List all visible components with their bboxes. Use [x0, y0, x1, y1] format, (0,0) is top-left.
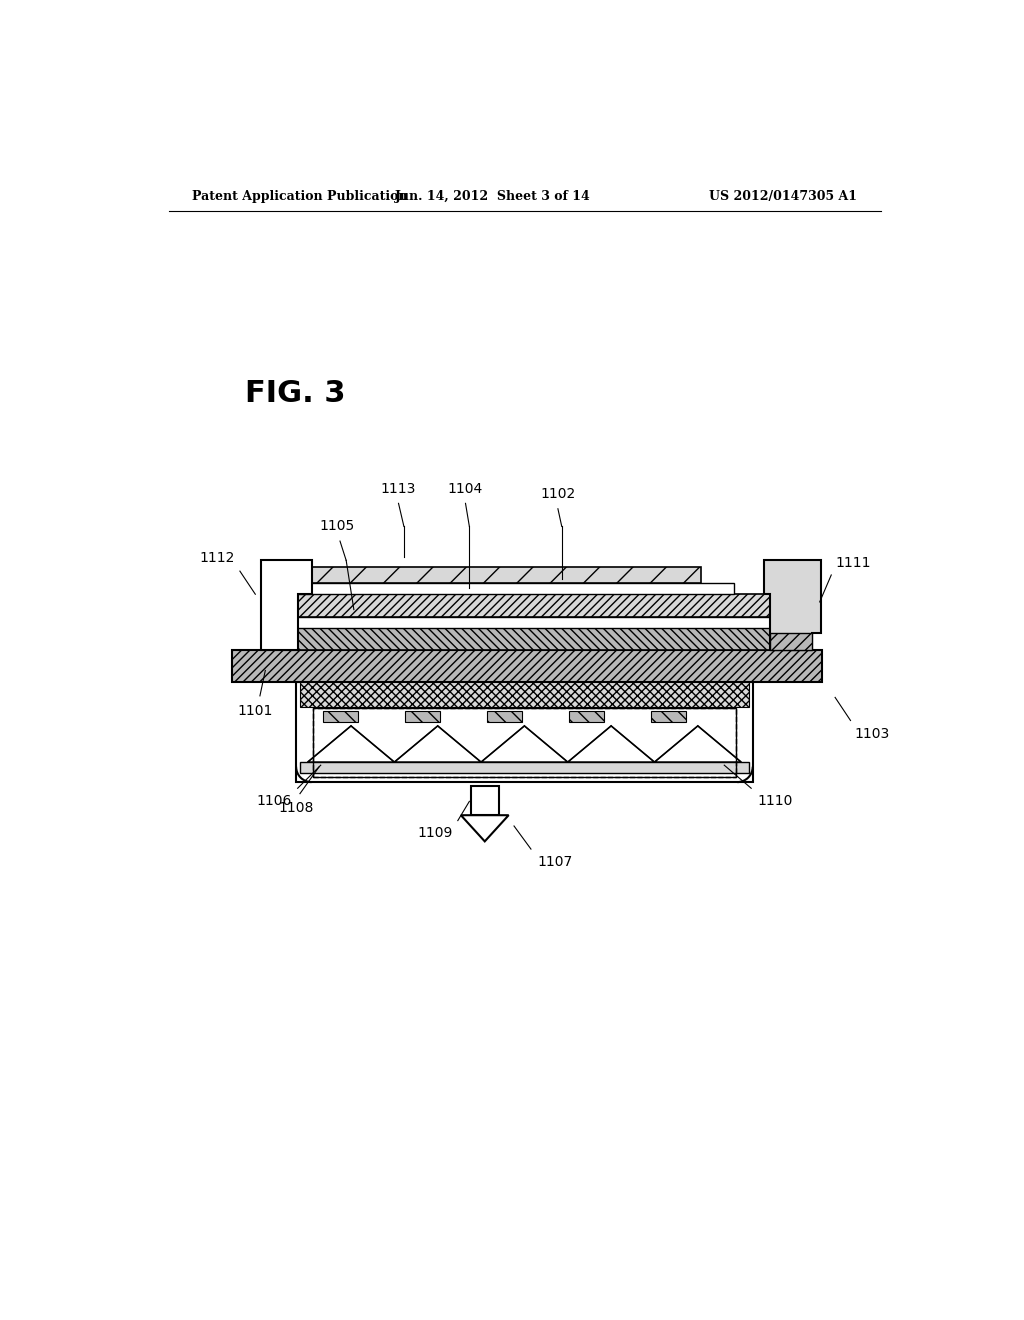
Polygon shape [567, 726, 654, 762]
Bar [569, 711, 604, 722]
Bar [287, 594, 782, 618]
Polygon shape [461, 816, 509, 841]
Text: 1107: 1107 [538, 855, 572, 870]
Bar [406, 711, 439, 722]
Text: 1108: 1108 [279, 800, 313, 814]
Bar [296, 682, 753, 781]
Bar [232, 649, 822, 682]
Text: 1110: 1110 [758, 793, 793, 808]
Text: 1109: 1109 [417, 826, 453, 840]
Text: 1103: 1103 [854, 726, 890, 741]
Bar [471, 785, 499, 816]
Text: 1113: 1113 [381, 482, 416, 496]
Text: 1104: 1104 [447, 482, 483, 496]
Text: 1111: 1111 [836, 556, 870, 570]
Polygon shape [764, 561, 821, 649]
Polygon shape [261, 561, 311, 649]
Bar [313, 708, 736, 776]
Text: Patent Application Publication: Patent Application Publication [193, 190, 408, 203]
Polygon shape [654, 726, 741, 762]
Polygon shape [481, 726, 567, 762]
Bar [770, 632, 812, 649]
Text: 1101: 1101 [238, 704, 273, 718]
Text: Jun. 14, 2012  Sheet 3 of 14: Jun. 14, 2012 Sheet 3 of 14 [394, 190, 590, 203]
Bar [300, 682, 749, 706]
Polygon shape [394, 726, 481, 762]
Bar [281, 618, 788, 628]
Bar [651, 711, 686, 722]
Text: 1106: 1106 [256, 793, 292, 808]
Bar [300, 762, 749, 774]
Bar [295, 566, 701, 583]
Text: 1112: 1112 [199, 550, 234, 565]
Bar [313, 708, 736, 776]
Text: US 2012/0147305 A1: US 2012/0147305 A1 [710, 190, 857, 203]
Text: 1102: 1102 [541, 487, 575, 502]
Text: 1105: 1105 [319, 519, 354, 533]
Bar [287, 583, 734, 594]
Bar [281, 628, 788, 649]
Polygon shape [307, 726, 394, 762]
Text: FIG. 3: FIG. 3 [245, 379, 345, 408]
Bar [323, 711, 357, 722]
Bar [487, 711, 522, 722]
